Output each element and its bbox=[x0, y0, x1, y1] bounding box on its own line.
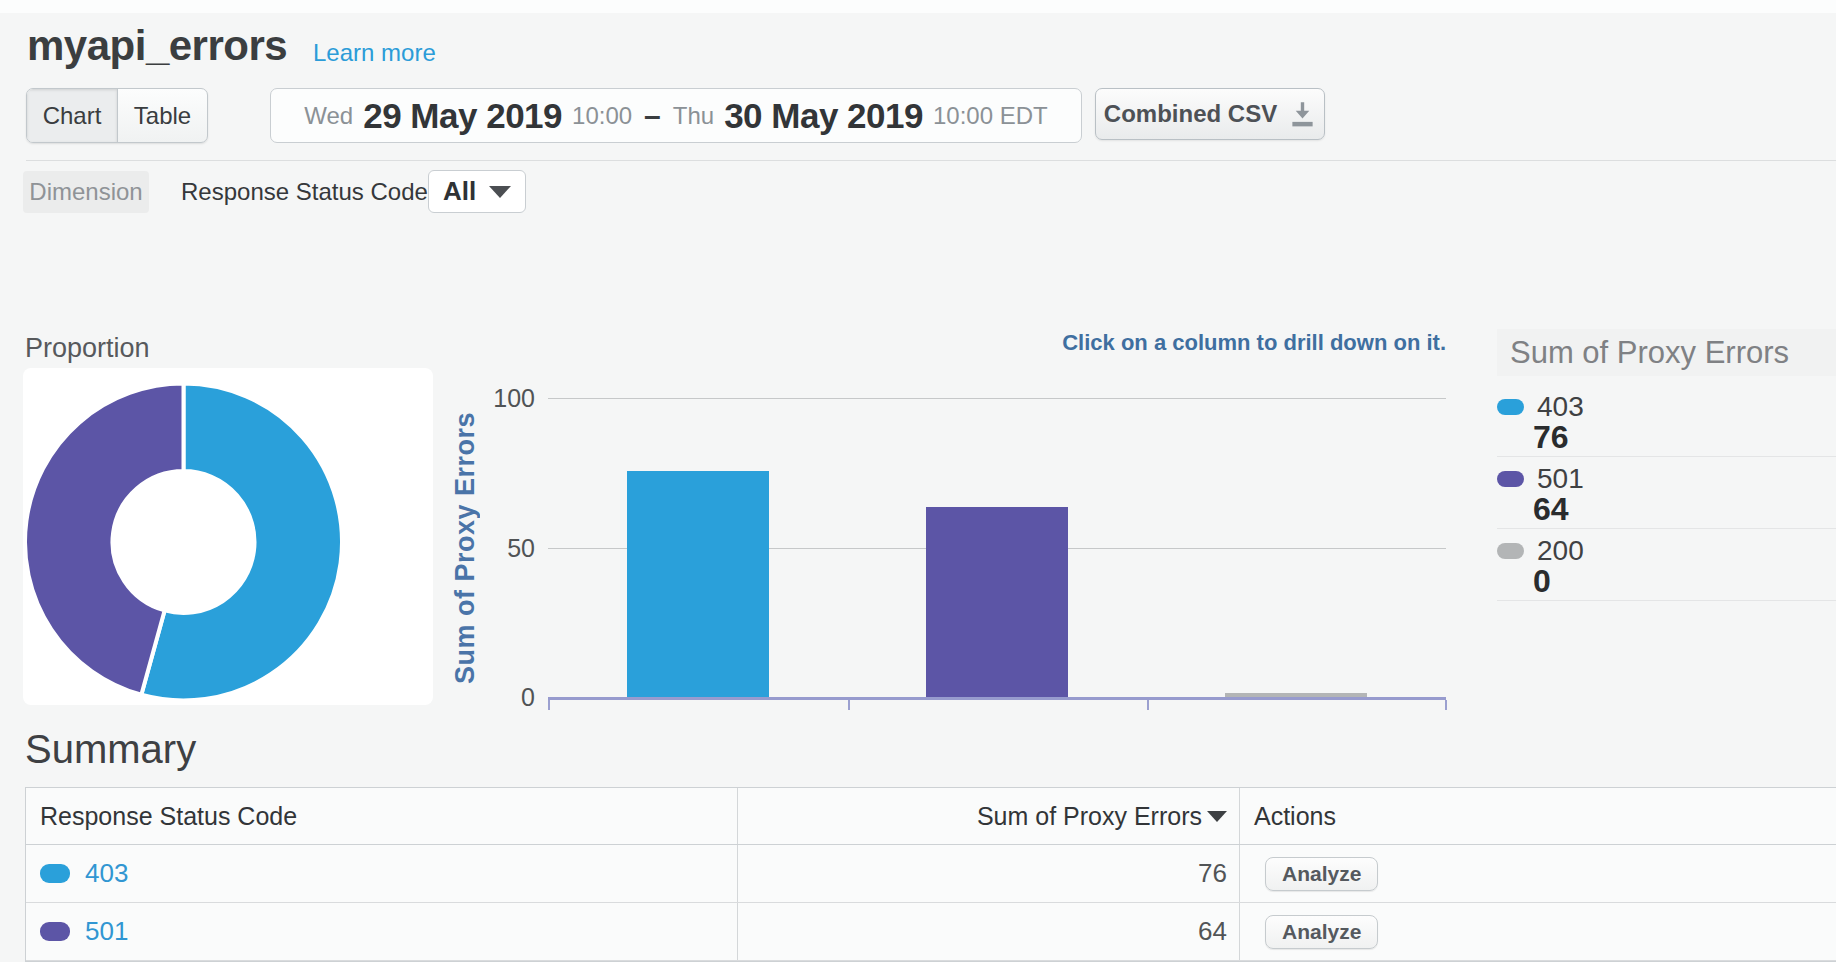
proportion-donut-card bbox=[23, 368, 433, 705]
table-row-403: 403 76 Analyze bbox=[26, 845, 1836, 903]
dimension-label: Dimension bbox=[23, 171, 149, 213]
chart-legend: Sum of Proxy Errors 40376501642000 bbox=[1497, 329, 1836, 601]
start-date: 29 May 2019 bbox=[363, 96, 562, 136]
table-view-button[interactable]: Table bbox=[117, 89, 207, 142]
summary-table-header: Response Status Code Sum of Proxy Errors… bbox=[26, 788, 1836, 845]
end-day: Thu bbox=[673, 102, 714, 130]
summary-title: Summary bbox=[25, 727, 196, 772]
analyze-button[interactable]: Analyze bbox=[1265, 857, 1378, 891]
row-value: 76 bbox=[738, 845, 1240, 902]
analyze-button[interactable]: Analyze bbox=[1265, 915, 1378, 949]
chart-view-button[interactable]: Chart bbox=[27, 89, 117, 142]
dimension-filter-dropdown[interactable]: All bbox=[428, 170, 526, 213]
date-range-separator: – bbox=[644, 99, 661, 133]
table-row-501: 501 64 Analyze bbox=[26, 903, 1836, 961]
bar-501[interactable] bbox=[926, 507, 1068, 698]
end-time: 10:00 EDT bbox=[933, 102, 1048, 130]
legend-swatch-501 bbox=[1497, 471, 1524, 487]
bar-chart-x-axis bbox=[548, 697, 1446, 700]
y-tick-label-100: 100 bbox=[425, 384, 535, 413]
proportion-title: Proportion bbox=[25, 333, 150, 364]
start-time: 10:00 bbox=[572, 102, 632, 130]
legend-value: 64 bbox=[1533, 493, 1836, 525]
legend-value: 76 bbox=[1533, 421, 1836, 453]
drilldown-hint[interactable]: Click on a column to drill down on it. bbox=[1062, 330, 1446, 356]
top-strip bbox=[0, 0, 1836, 13]
download-icon bbox=[1289, 101, 1316, 127]
dimension-name: Response Status Code bbox=[181, 171, 428, 213]
sort-desc-icon bbox=[1207, 811, 1227, 822]
bar-403[interactable] bbox=[627, 471, 769, 698]
column-header-actions: Actions bbox=[1240, 788, 1836, 844]
y-tick-label-50: 50 bbox=[425, 534, 535, 563]
legend-item-501: 50164 bbox=[1497, 457, 1836, 529]
y-tick-label-0: 0 bbox=[425, 683, 535, 712]
learn-more-link[interactable]: Learn more bbox=[313, 39, 436, 67]
column-header-response-status-code[interactable]: Response Status Code bbox=[26, 788, 738, 844]
status-swatch-403 bbox=[40, 864, 70, 883]
status-swatch-501 bbox=[40, 922, 70, 941]
legend-item-200: 2000 bbox=[1497, 529, 1836, 601]
dimension-filter-value: All bbox=[443, 176, 476, 207]
combined-csv-button[interactable]: Combined CSV bbox=[1095, 88, 1325, 140]
row-value: 64 bbox=[738, 903, 1240, 960]
date-range-picker[interactable]: Wed 29 May 2019 10:00 – Thu 30 May 2019 … bbox=[270, 88, 1082, 143]
chevron-down-icon bbox=[489, 186, 511, 198]
legend-swatch-200 bbox=[1497, 543, 1524, 559]
x-axis-tick bbox=[1445, 700, 1447, 710]
x-axis-tick bbox=[548, 700, 550, 710]
legend-title: Sum of Proxy Errors bbox=[1497, 329, 1836, 376]
donut-chart[interactable] bbox=[23, 368, 433, 705]
status-code-link[interactable]: 501 bbox=[85, 916, 128, 947]
x-axis-tick bbox=[1147, 700, 1149, 710]
gridline-100 bbox=[548, 398, 1446, 399]
chart-table-toggle: Chart Table bbox=[26, 88, 208, 143]
toolbar-divider bbox=[26, 160, 1836, 161]
combined-csv-label: Combined CSV bbox=[1104, 100, 1277, 128]
legend-item-403: 40376 bbox=[1497, 385, 1836, 457]
start-day: Wed bbox=[304, 102, 353, 130]
end-date: 30 May 2019 bbox=[724, 96, 923, 136]
legend-swatch-403 bbox=[1497, 399, 1524, 415]
legend-value: 0 bbox=[1533, 565, 1836, 597]
status-code-link[interactable]: 403 bbox=[85, 858, 128, 889]
summary-table: Response Status Code Sum of Proxy Errors… bbox=[25, 787, 1836, 962]
x-axis-tick bbox=[848, 700, 850, 710]
column-header-sum-of-proxy-errors[interactable]: Sum of Proxy Errors bbox=[738, 788, 1240, 844]
page-title: myapi_errors bbox=[27, 22, 287, 70]
